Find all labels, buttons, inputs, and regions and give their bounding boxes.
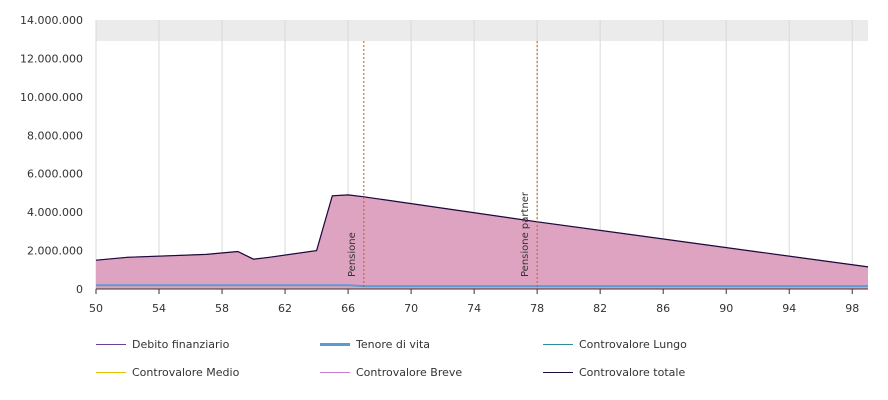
x-tick-label: 94 xyxy=(782,302,796,315)
legend-label: Controvalore Lungo xyxy=(579,337,687,351)
legend-label: Controvalore totale xyxy=(579,365,686,379)
x-tick-label: 70 xyxy=(404,302,418,315)
y-tick-label: 6.000.000 xyxy=(27,168,83,181)
x-tick-label: 74 xyxy=(467,302,481,315)
y-tick-label: 12.000.000 xyxy=(20,52,83,65)
y-tick-label: 14.000.000 xyxy=(20,14,83,27)
legend-item-controvalore-medio[interactable]: Controvalore Medio xyxy=(96,362,239,382)
x-tick-label: 62 xyxy=(278,302,292,315)
y-tick-label: 10.000.000 xyxy=(20,91,83,104)
legend-label: Controvalore Breve xyxy=(356,365,463,379)
line-tenore-di-vita xyxy=(96,284,868,288)
legend-swatch xyxy=(320,371,350,373)
legend-swatch xyxy=(96,371,126,373)
y-tick-label: 2.000.000 xyxy=(27,245,83,258)
marker-label-1: Pensione partner xyxy=(520,191,531,277)
legend: Debito finanziario Tenore di vita Contro… xyxy=(0,330,888,390)
legend-item-controvalore-lungo[interactable]: Controvalore Lungo xyxy=(543,334,687,354)
legend-label: Controvalore Medio xyxy=(132,365,240,379)
legend-swatch xyxy=(543,371,573,373)
legend-swatch xyxy=(96,343,126,345)
x-tick-label: 82 xyxy=(593,302,607,315)
chart-svg: Pensione Pensione partner 50 54 58 62 66 70 74 7… xyxy=(20,14,869,315)
legend-swatch xyxy=(320,342,350,346)
legend-label: Debito finanziario xyxy=(132,337,230,351)
x-tick-label: 78 xyxy=(530,302,544,315)
legend-label: Tenore di vita xyxy=(356,337,431,351)
y-tick-label: 8.000.000 xyxy=(27,129,83,142)
x-tick-label: 54 xyxy=(152,302,166,315)
x-tick-label: 50 xyxy=(89,302,103,315)
x-tick-label: 86 xyxy=(656,302,670,315)
x-tick-label: 98 xyxy=(845,302,859,315)
x-tick-label: 66 xyxy=(341,302,355,315)
legend-swatch xyxy=(543,343,573,345)
y-tick-label: 0 xyxy=(76,283,83,296)
plot-header-band xyxy=(96,20,868,41)
y-tick-label: 4.000.000 xyxy=(27,206,83,219)
legend-item-controvalore-breve[interactable]: Controvalore Breve xyxy=(320,362,462,382)
legend-item-controvalore-totale[interactable]: Controvalore totale xyxy=(543,362,685,382)
legend-item-tenore-di-vita[interactable]: Tenore di vita xyxy=(320,334,430,354)
line-controvalore-totale xyxy=(95,194,869,268)
area-controvalore-breve xyxy=(96,194,868,289)
marker-label-0: Pensione xyxy=(347,232,358,277)
x-tick-label: 90 xyxy=(719,302,733,315)
legend-item-debito-finanziario[interactable]: Debito finanziario xyxy=(96,334,229,354)
x-tick-label: 58 xyxy=(215,302,229,315)
